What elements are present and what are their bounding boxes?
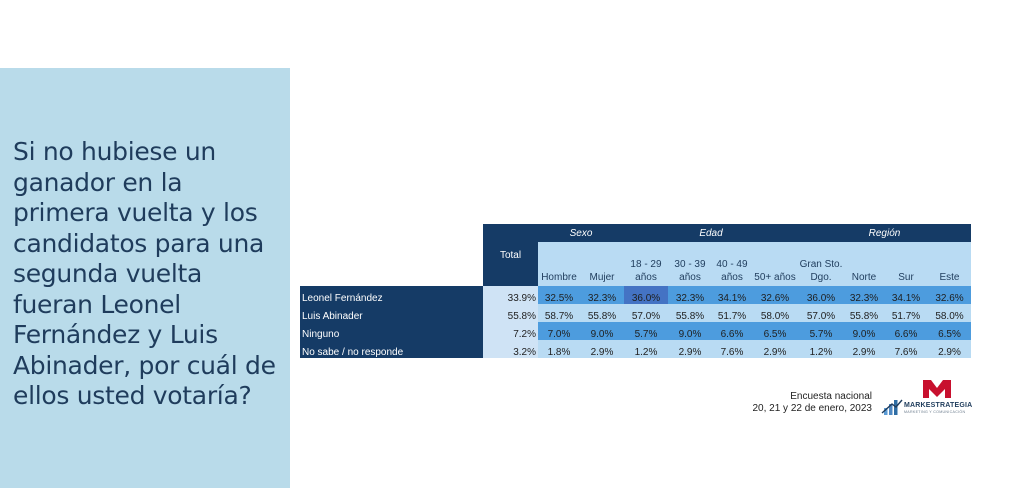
table-cell: 7.0% bbox=[538, 322, 580, 340]
table-cell: 55.8% bbox=[844, 304, 884, 322]
table-cell: 9.0% bbox=[844, 322, 884, 340]
column-header-2: 18 - 29 años bbox=[624, 242, 668, 286]
table-cell: 6.6% bbox=[712, 322, 752, 340]
table-cell: 7.6% bbox=[884, 340, 928, 358]
table-cell: 36.0% bbox=[798, 286, 844, 304]
logo-trend-arrow bbox=[881, 399, 903, 414]
table-cell: 6.6% bbox=[884, 322, 928, 340]
table-cell: 9.0% bbox=[580, 322, 624, 340]
column-header-7: Norte bbox=[844, 242, 884, 286]
header-blank-cell bbox=[300, 224, 483, 286]
table-cell: 1.2% bbox=[798, 340, 844, 358]
table-row: Ninguno 7.2% 7.0% 9.0% 5.7% 9.0% 6.6% 6.5% 5.7% 9… bbox=[300, 322, 971, 340]
table-cell: 58.0% bbox=[752, 304, 798, 322]
table-cell: 1.8% bbox=[538, 340, 580, 358]
row-total: 7.2% bbox=[483, 322, 538, 340]
row-label: Leonel Fernández bbox=[300, 286, 483, 304]
row-total: 33.9% bbox=[483, 286, 538, 304]
row-label: Luis Abinader bbox=[300, 304, 483, 322]
row-label: Ninguno bbox=[300, 322, 483, 340]
column-header-3: 30 - 39 años bbox=[668, 242, 712, 286]
column-header-5: 50+ años bbox=[752, 242, 798, 286]
column-header-9: Este bbox=[928, 242, 971, 286]
table-cell: 32.5% bbox=[538, 286, 580, 304]
table-cell: 2.9% bbox=[668, 340, 712, 358]
table-row: Leonel Fernández 33.9% 32.5% 32.3% 36.0% 32.3… bbox=[300, 286, 971, 304]
table-cell: 32.3% bbox=[580, 286, 624, 304]
column-header-6: Gran Sto. Dgo. bbox=[798, 242, 844, 286]
logo-bar-2 bbox=[889, 404, 893, 415]
logo-tagline: MARKETING Y COMUNICACIÓN bbox=[904, 410, 966, 414]
table-cell: 51.7% bbox=[884, 304, 928, 322]
footnote-line-2: 20, 21 y 22 de enero, 2023 bbox=[752, 403, 872, 414]
table-cell: 5.7% bbox=[798, 322, 844, 340]
row-total: 3.2% bbox=[483, 340, 538, 358]
table-cell: 32.6% bbox=[752, 286, 798, 304]
table-cell: 58.7% bbox=[538, 304, 580, 322]
logo-m-mark bbox=[923, 380, 951, 398]
footnote-line-1: Encuesta nacional bbox=[790, 391, 872, 402]
table-cell: 6.5% bbox=[752, 322, 798, 340]
question-panel bbox=[0, 68, 290, 488]
table-cell: 5.7% bbox=[624, 322, 668, 340]
group-header-row: Total Sexo Edad Región bbox=[300, 224, 971, 286]
table-cell: 2.9% bbox=[844, 340, 884, 358]
row-total: 55.8% bbox=[483, 304, 538, 322]
table-cell: 1.2% bbox=[624, 340, 668, 358]
table-row: No sabe / no responde 3.2% 1.8% 2.9% 1.2% 2.9… bbox=[300, 340, 971, 358]
logo-name: MARKESTRATEGIA bbox=[904, 402, 973, 409]
table-cell: 57.0% bbox=[798, 304, 844, 322]
table-cell: 6.5% bbox=[928, 322, 971, 340]
table-cell: 51.7% bbox=[712, 304, 752, 322]
table-cell: 34.1% bbox=[884, 286, 928, 304]
table-cell: 36.0% bbox=[624, 286, 668, 304]
table-cell: 34.1% bbox=[712, 286, 752, 304]
row-label: No sabe / no responde bbox=[300, 340, 483, 358]
logo-bar-1 bbox=[884, 408, 888, 415]
column-header-4: 40 - 49 años bbox=[712, 242, 752, 286]
question-text: Si no hubiese un ganador en la primera v… bbox=[13, 137, 276, 410]
group-header-2: Región bbox=[798, 224, 971, 242]
table-cell: 58.0% bbox=[928, 304, 971, 322]
table-cell: 2.9% bbox=[928, 340, 971, 358]
table-cell: 55.8% bbox=[668, 304, 712, 322]
markestrategia-logo bbox=[881, 380, 951, 415]
table-cell: 9.0% bbox=[668, 322, 712, 340]
table-row: Luis Abinader 55.8% 58.7% 55.8% 57.0% 55.8% 51… bbox=[300, 304, 971, 322]
table-cell: 57.0% bbox=[624, 304, 668, 322]
table-cell: 7.6% bbox=[712, 340, 752, 358]
table-cell: 32.3% bbox=[668, 286, 712, 304]
table-cell: 32.3% bbox=[844, 286, 884, 304]
table-cell: 55.8% bbox=[580, 304, 624, 322]
table-cell: 2.9% bbox=[752, 340, 798, 358]
survey-footnote: Encuesta nacional 20, 21 y 22 de enero, … bbox=[700, 391, 872, 415]
column-header-8: Sur bbox=[884, 242, 928, 286]
table-cell: 32.6% bbox=[928, 286, 971, 304]
group-header-1: Edad bbox=[624, 224, 798, 242]
group-header-0: Sexo bbox=[538, 224, 624, 242]
column-header-1: Mujer bbox=[580, 242, 624, 286]
table-cell: 2.9% bbox=[580, 340, 624, 358]
column-header-row: Hombre Mujer 18 - 29 años 30 - 39 años 40 - … bbox=[300, 242, 971, 286]
column-header-0: Hombre bbox=[538, 242, 580, 286]
results-table: Total Sexo Edad Región Hombre Mujer 18 - 29 añ… bbox=[300, 224, 971, 358]
total-header: Total bbox=[483, 224, 538, 286]
